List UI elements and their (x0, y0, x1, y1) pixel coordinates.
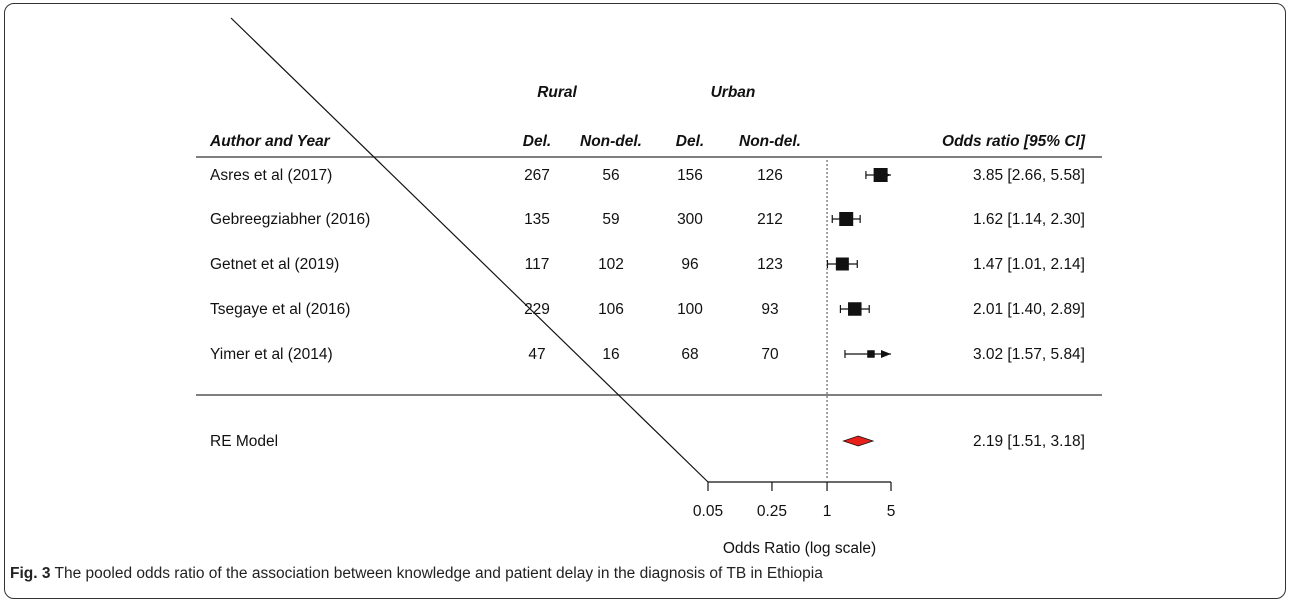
urban-del-value: 300 (677, 211, 703, 228)
estimate-text: 1.47 [1.01, 2.14] (973, 256, 1085, 273)
point-estimate-square (873, 168, 888, 182)
rural-nondel-value: 106 (598, 301, 624, 318)
rural-del-value: 267 (524, 167, 550, 184)
rural-nondel-value: 102 (598, 256, 624, 273)
x-axis-tick-label: 5 (887, 503, 896, 520)
urban-nondel-value: 123 (757, 256, 783, 273)
x-axis-tick-label: 0.05 (693, 503, 723, 520)
figure-frame (4, 3, 1286, 599)
study-label: Asres et al (2017) (210, 167, 332, 184)
caption-text: The pooled odds ratio of the association… (50, 565, 823, 582)
column-header-study: Author and Year (209, 133, 331, 150)
rural-nondel-value: 16 (602, 346, 619, 363)
point-estimate-square (867, 350, 875, 358)
urban-del-value: 100 (677, 301, 703, 318)
column-header-urban-nondel: Non-del. (739, 133, 801, 150)
x-axis-tick-label: 0.25 (757, 503, 787, 520)
point-estimate-square (835, 257, 849, 271)
estimate-text: 3.85 [2.66, 5.58] (973, 167, 1085, 184)
urban-del-value: 68 (681, 346, 698, 363)
caption-label: Fig. 3 (10, 565, 51, 582)
point-estimate-square (848, 302, 862, 316)
x-axis-label: Odds Ratio (log scale) (723, 540, 876, 557)
rural-del-value: 117 (525, 256, 550, 273)
study-label: Getnet et al (2019) (210, 256, 339, 273)
urban-nondel-value: 126 (757, 167, 783, 184)
figure-caption: Fig. 3 The pooled odds ratio of the asso… (10, 565, 823, 583)
study-label: Gebreegziabher (2016) (210, 211, 370, 228)
summary-diamond (842, 435, 875, 447)
rural-del-value: 47 (528, 346, 545, 363)
study-row: Yimer et al (2014) 47 16 68 70 3.02 [1.57, 5.… (210, 346, 1085, 363)
estimate-text: 3.02 [1.57, 5.84] (973, 346, 1085, 363)
overlay-diagonal-line (230, 17, 709, 483)
estimate-text: 1.62 [1.14, 2.30] (973, 211, 1085, 228)
summary-estimate-text: 2.19 [1.51, 3.18] (973, 433, 1085, 450)
summary-label: RE Model (210, 433, 278, 450)
rural-del-value: 135 (524, 211, 550, 228)
group-header-rural: Rural (537, 84, 577, 101)
urban-del-value: 96 (681, 256, 698, 273)
estimate-text: 2.01 [1.40, 2.89] (973, 301, 1085, 318)
rural-nondel-value: 56 (602, 167, 619, 184)
study-label: Yimer et al (2014) (210, 346, 333, 363)
rural-del-value: 229 (524, 301, 550, 318)
column-header-urban-del: Del. (676, 133, 704, 150)
study-row: Getnet et al (2019) 117 102 96 123 1.47 [1.01… (210, 256, 1085, 273)
column-header-rural-nondel: Non-del. (580, 133, 642, 150)
study-row: Gebreegziabher (2016) 135 59 300 212 1.62 [1.… (210, 211, 1085, 228)
column-header-rural-del: Del. (523, 133, 551, 150)
urban-nondel-value: 70 (761, 346, 779, 363)
forest-plot: Rural Urban Author and Year Del. Non-del. Del… (196, 17, 1102, 557)
x-axis-tick-label: 1 (823, 503, 832, 520)
urban-del-value: 156 (677, 167, 703, 184)
urban-nondel-value: 212 (757, 211, 783, 228)
study-row: Tsegaye et al (2016) 229 106 100 93 2.01 [1.4… (210, 301, 1085, 318)
point-estimate-square (839, 212, 854, 226)
study-row: Asres et al (2017) 267 56 156 126 3.85 [2.66,… (210, 167, 1085, 184)
study-label: Tsegaye et al (2016) (210, 301, 350, 318)
group-header-urban: Urban (711, 84, 756, 101)
urban-nondel-value: 93 (761, 301, 778, 318)
summary-row: RE Model 2.19 [1.51, 3.18] (210, 433, 1085, 450)
column-header-estimate: Odds ratio [95% CI] (942, 133, 1086, 150)
rural-nondel-value: 59 (602, 211, 619, 228)
ci-arrow (881, 350, 891, 358)
